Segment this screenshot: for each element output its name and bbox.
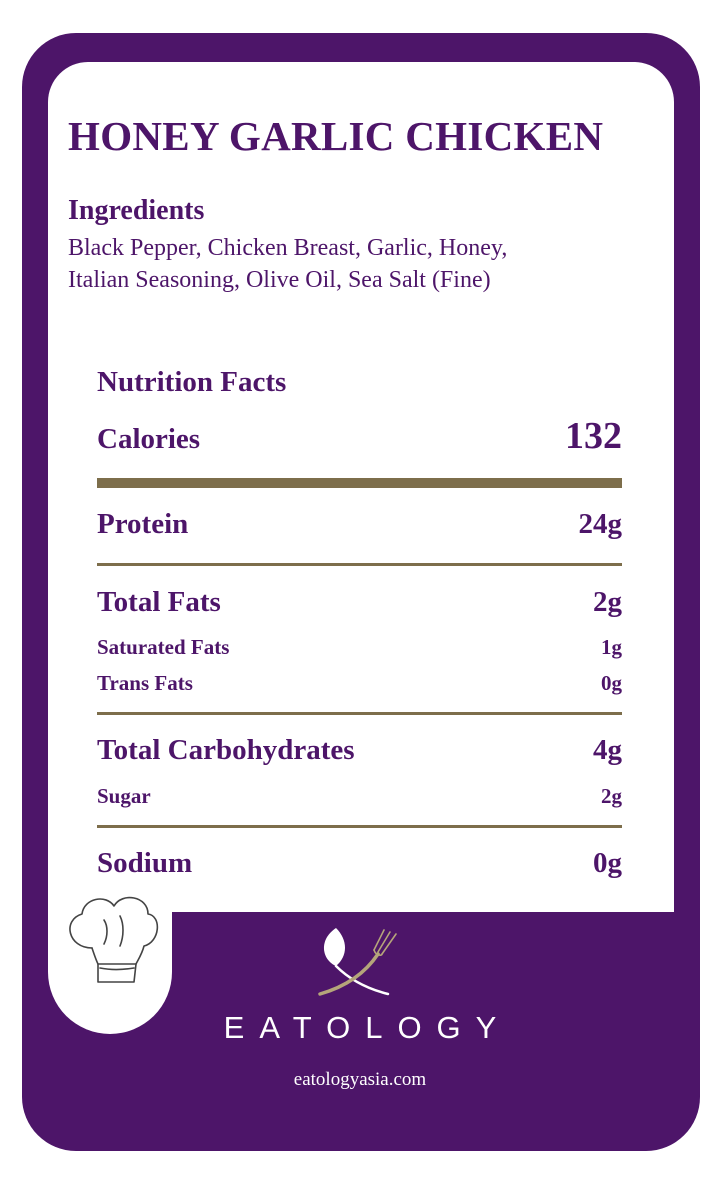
saturated-fats-row: Saturated Fats 1g bbox=[97, 635, 622, 660]
divider bbox=[97, 825, 622, 828]
total-fats-row: Total Fats 2g bbox=[97, 586, 622, 619]
ingredients-list: Black Pepper, Chicken Breast, Garlic, Ho… bbox=[68, 232, 648, 296]
sodium-row: Sodium 0g bbox=[97, 847, 622, 880]
brand-name: EATOLOGY bbox=[223, 1010, 512, 1045]
total-carbs-row: Total Carbohydrates 4g bbox=[97, 734, 622, 767]
total-carbs-value: 4g bbox=[593, 734, 622, 766]
protein-value: 24g bbox=[578, 508, 623, 540]
sugar-value: 2g bbox=[601, 784, 622, 808]
trans-fats-label: Trans Fats bbox=[97, 671, 193, 695]
ingredients-line: Italian Seasoning, Olive Oil, Sea Salt (… bbox=[68, 267, 491, 293]
sodium-label: Sodium bbox=[97, 847, 193, 879]
ingredients-line: Black Pepper, Chicken Breast, Garlic, Ho… bbox=[68, 235, 508, 261]
nutrition-heading: Nutrition Facts bbox=[97, 366, 287, 398]
calories-label: Calories bbox=[97, 423, 201, 455]
total-fats-value: 2g bbox=[593, 586, 622, 618]
sugar-row: Sugar 2g bbox=[97, 784, 622, 809]
sugar-label: Sugar bbox=[97, 784, 151, 808]
total-fats-label: Total Fats bbox=[97, 586, 221, 618]
protein-label: Protein bbox=[97, 508, 189, 540]
saturated-fats-label: Saturated Fats bbox=[97, 635, 230, 659]
calories-row: Calories 132 bbox=[97, 414, 622, 458]
divider bbox=[97, 563, 622, 566]
recipe-title: HONEY GARLIC CHICKEN bbox=[68, 113, 604, 159]
total-carbs-label: Total Carbohydrates bbox=[97, 734, 355, 766]
leaf-fork-logo-icon bbox=[318, 928, 397, 996]
protein-row: Protein 24g bbox=[97, 508, 622, 541]
calories-value: 132 bbox=[565, 415, 622, 457]
ingredients-heading: Ingredients bbox=[68, 195, 205, 226]
sodium-value: 0g bbox=[593, 847, 622, 879]
trans-fats-value: 0g bbox=[601, 671, 622, 695]
divider bbox=[97, 712, 622, 715]
saturated-fats-value: 1g bbox=[601, 635, 622, 659]
chef-hat-icon bbox=[69, 896, 159, 983]
chef-hat-tab bbox=[48, 880, 172, 1034]
trans-fats-row: Trans Fats 0g bbox=[97, 671, 622, 696]
brand-url[interactable]: eatologyasia.com bbox=[293, 1069, 427, 1090]
thick-divider bbox=[97, 478, 622, 488]
